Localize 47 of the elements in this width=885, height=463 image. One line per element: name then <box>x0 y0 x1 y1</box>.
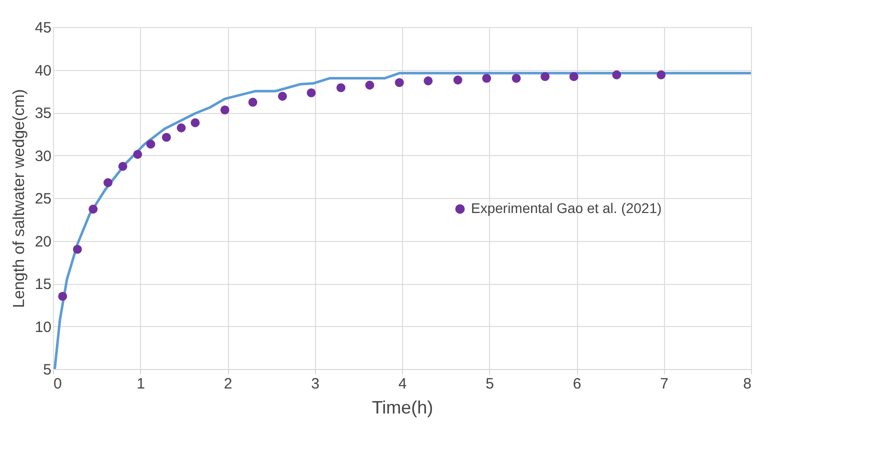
x-tick-label: 2 <box>224 376 232 392</box>
point <box>540 72 550 82</box>
x-axis-title: Time(h) <box>372 398 434 418</box>
x-tick-label: 8 <box>743 376 752 392</box>
x-tick-label: 4 <box>398 376 407 392</box>
point <box>656 70 666 80</box>
y-tick-label: 15 <box>34 276 52 293</box>
point <box>88 204 98 214</box>
x-tick-label: 0 <box>54 376 62 392</box>
point <box>394 78 404 88</box>
point <box>162 132 171 142</box>
x-tick-label: 5 <box>486 376 494 392</box>
y-tick-label: 5 <box>43 362 52 378</box>
y-tick-label: 20 <box>34 233 52 250</box>
point <box>278 92 287 101</box>
point <box>58 292 68 301</box>
x-tick-label: 1 <box>136 376 145 392</box>
point <box>306 88 316 98</box>
point <box>512 74 521 83</box>
point <box>569 72 578 82</box>
point <box>424 76 433 86</box>
y-tick-label: 35 <box>34 105 52 122</box>
y-tick-label: 40 <box>34 62 52 80</box>
point <box>133 150 142 159</box>
point <box>482 74 492 83</box>
legend-label: Experimental Gao et al. (2021) <box>471 200 662 216</box>
point <box>453 76 462 84</box>
point <box>146 140 156 149</box>
line-series <box>53 72 751 369</box>
y-tick-label: 10 <box>34 318 52 336</box>
point <box>176 123 186 132</box>
point <box>612 70 622 80</box>
point <box>365 80 374 90</box>
y-tick-label: 45 <box>34 20 52 36</box>
point <box>336 83 346 92</box>
x-tick-label: 7 <box>660 376 668 392</box>
point <box>220 105 230 114</box>
point <box>103 178 112 188</box>
y-axis-title: Length of saltwater wedge(cm) <box>10 89 28 308</box>
x-tick-label: 6 <box>572 376 582 392</box>
y-tick-label: 30 <box>34 148 52 165</box>
y-tick-label: 25 <box>34 190 52 208</box>
x-tick-label: 3 <box>311 376 320 392</box>
point <box>118 162 128 171</box>
point <box>248 98 258 107</box>
point <box>190 118 200 128</box>
point <box>72 244 82 254</box>
